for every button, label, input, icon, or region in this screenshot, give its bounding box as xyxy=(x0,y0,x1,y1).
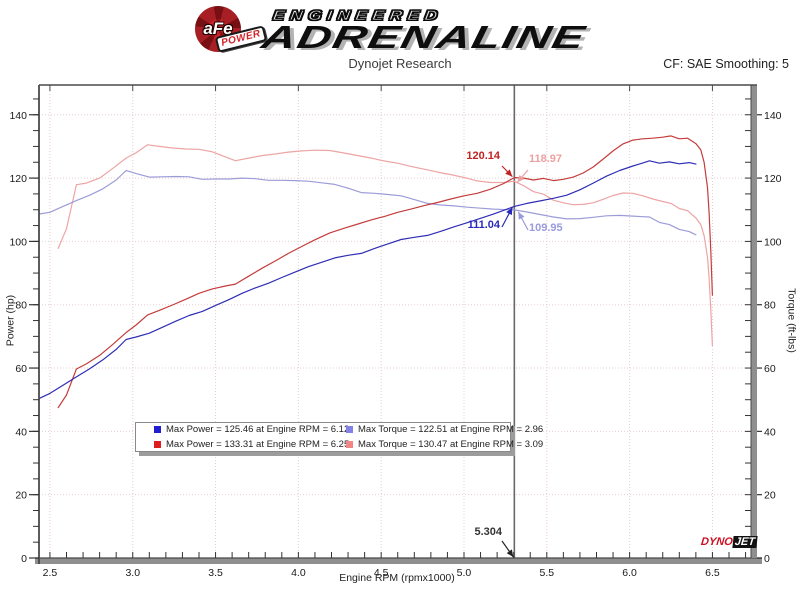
curves xyxy=(39,135,714,409)
svg-text:6.0: 6.0 xyxy=(622,567,637,579)
svg-text:140: 140 xyxy=(764,110,782,122)
curve-power_afe xyxy=(57,135,714,409)
svg-text:100: 100 xyxy=(9,236,27,248)
legend-item-max-torque-baseline: Max Torque = 122.51 at Engine RPM = 2.96 xyxy=(346,422,543,437)
legend-box: Max Power = 125.46 at Engine RPM = 6.12 … xyxy=(135,422,543,452)
correction-smoothing-label: CF: SAE Smoothing: 5 xyxy=(663,57,789,71)
dynojet-logo-dyno: DYNO xyxy=(700,536,734,548)
grid xyxy=(39,85,754,558)
legend-label: Max Power = 133.31 at Engine RPM = 6.25 xyxy=(166,439,350,450)
svg-text:20: 20 xyxy=(15,490,27,502)
cursor-readout-torque-baseline: 109.95 xyxy=(529,222,563,234)
svg-text:2.5: 2.5 xyxy=(43,567,58,579)
svg-text:140: 140 xyxy=(9,110,27,122)
svg-text:40: 40 xyxy=(764,426,776,438)
dynojet-logo: DYNOJET xyxy=(700,536,758,548)
x-axis-title: Engine RPM (rpmx1000) xyxy=(339,572,455,584)
svg-text:80: 80 xyxy=(15,300,27,312)
afe-logo: aFe xyxy=(195,6,241,52)
legend-swatch-red-icon xyxy=(154,441,161,448)
annotation-arrows xyxy=(501,165,529,558)
svg-text:4.5: 4.5 xyxy=(374,567,389,579)
y-axis-title-power: Power (hp) xyxy=(4,294,17,347)
legend-label: Max Torque = 122.51 at Engine RPM = 2.96 xyxy=(358,424,544,435)
svg-text:120: 120 xyxy=(9,173,27,185)
svg-text:100: 100 xyxy=(764,236,782,248)
svg-text:4.0: 4.0 xyxy=(291,567,306,579)
svg-text:80: 80 xyxy=(764,300,776,312)
curve-torque_afe xyxy=(57,144,714,347)
cursor-rpm-label: 5.304 xyxy=(474,526,502,538)
svg-text:120: 120 xyxy=(764,173,782,185)
y-axis-title-torque: Torque (ft-lbs) xyxy=(785,288,798,353)
cursor-readout-torque-afe: 118.97 xyxy=(529,153,563,165)
axes xyxy=(35,84,762,564)
afe-logo-text: aFe xyxy=(203,19,233,38)
svg-text:6.5: 6.5 xyxy=(705,567,720,579)
legend-label: Max Torque = 130.47 at Engine RPM = 3.09 xyxy=(358,439,544,450)
cursor-readout-power-afe: 120.14 xyxy=(466,150,500,162)
legend-swatch-blue-icon xyxy=(154,426,161,433)
legend-swatch-salmon-icon xyxy=(346,441,353,448)
legend-item-max-power-afe: Max Power = 133.31 at Engine RPM = 6.25 xyxy=(154,437,350,452)
svg-text:20: 20 xyxy=(764,490,776,502)
svg-text:40: 40 xyxy=(15,426,27,438)
svg-text:60: 60 xyxy=(764,363,776,375)
chart-title: Dynojet Research xyxy=(348,56,452,71)
legend-item-max-torque-afe: Max Torque = 130.47 at Engine RPM = 3.09 xyxy=(346,437,543,452)
svg-text:5.0: 5.0 xyxy=(457,567,472,579)
legend-item-max-power-baseline: Max Power = 125.46 at Engine RPM = 6.12 xyxy=(154,422,350,437)
ticks xyxy=(29,85,762,559)
curve-power_baseline xyxy=(39,160,697,399)
legend-swatch-lightblue-icon xyxy=(346,426,353,433)
svg-text:5.5: 5.5 xyxy=(539,567,554,579)
tick-labels: 2.5 3.0 3.5 4.0 4.5 5.0 5.5 6.0 6.5 0 0 20 20 40 40 60 6… xyxy=(9,110,781,579)
svg-text:3.0: 3.0 xyxy=(125,567,140,579)
curve-torque_baseline xyxy=(39,169,697,236)
svg-text:0: 0 xyxy=(764,553,770,565)
legend-label: Max Power = 125.46 at Engine RPM = 6.12 xyxy=(166,424,350,435)
svg-text:60: 60 xyxy=(15,363,27,375)
cursor-readout-power-baseline: 111.04 xyxy=(467,219,500,231)
svg-text:3.5: 3.5 xyxy=(208,567,223,579)
dynojet-logo-jet: JET xyxy=(732,536,758,548)
svg-text:0: 0 xyxy=(21,553,27,565)
